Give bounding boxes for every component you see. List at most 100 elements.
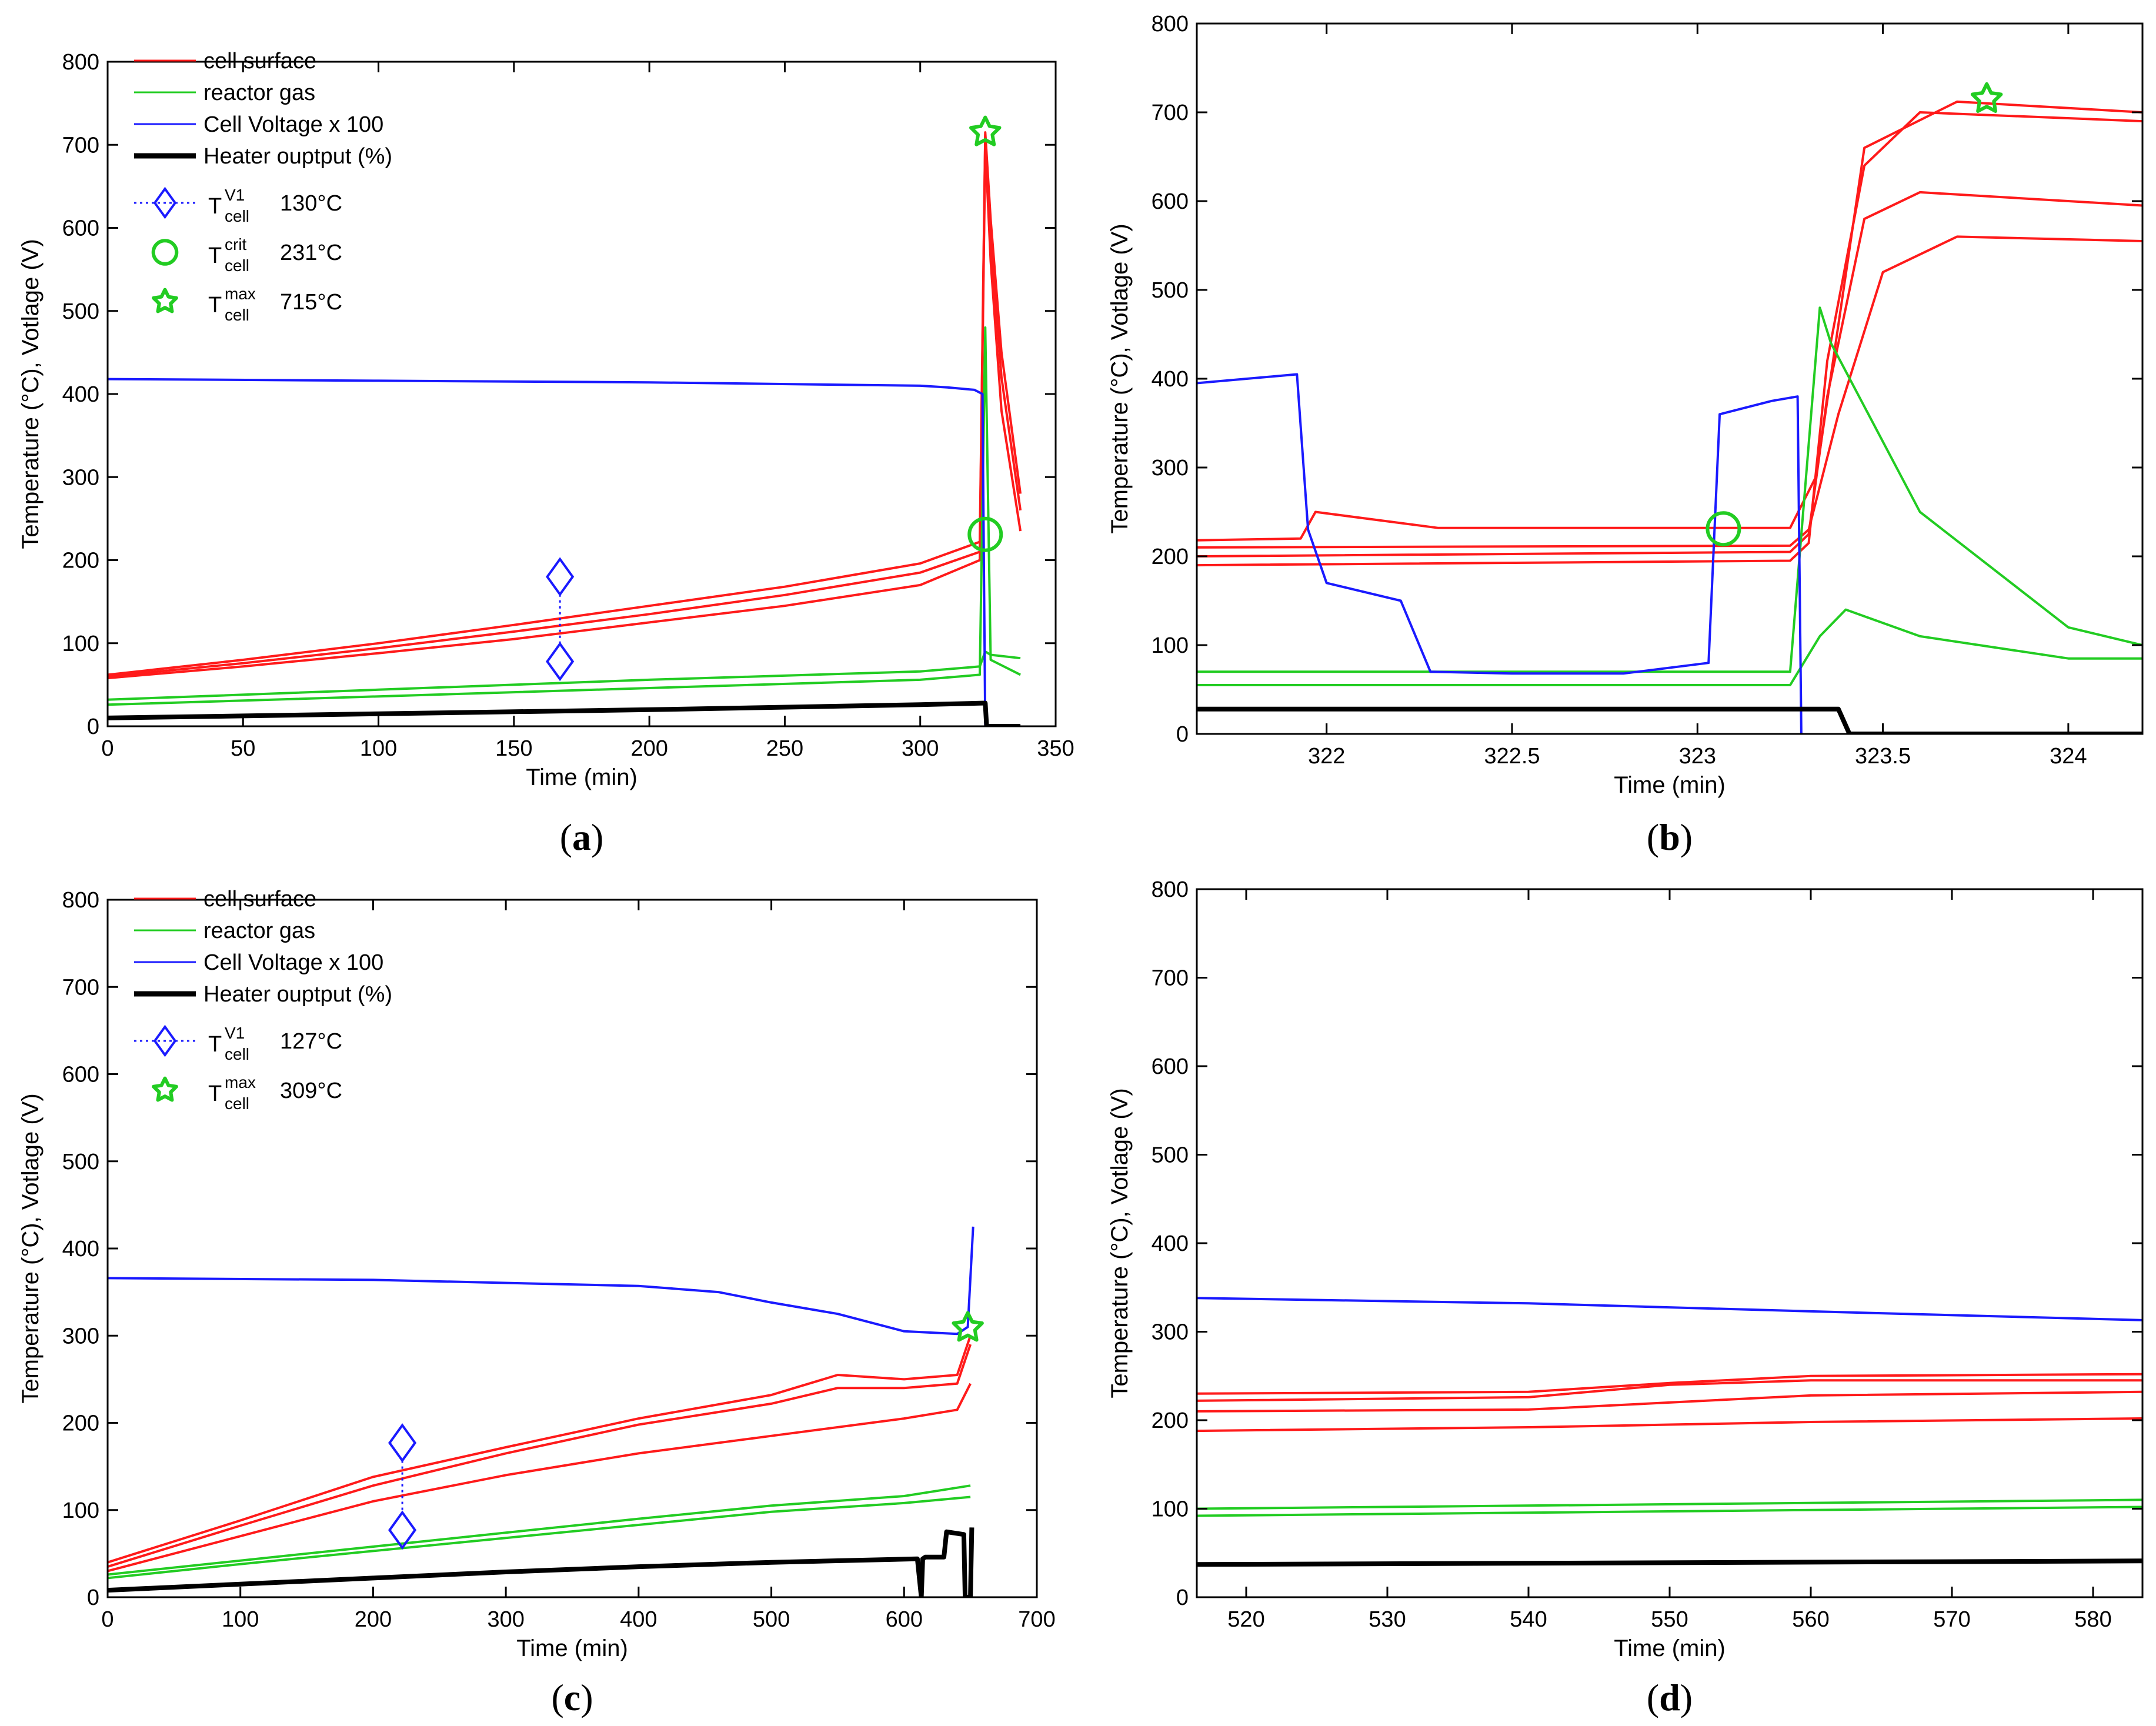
x-tick-label: 500 xyxy=(753,1607,790,1632)
series-line-5 xyxy=(108,650,1021,701)
y-tick-label: 300 xyxy=(1152,456,1189,480)
legend-label: T xyxy=(208,1032,222,1057)
series-line-2 xyxy=(108,133,1022,678)
y-tick-label: 400 xyxy=(62,1237,99,1261)
y-tick-label: 600 xyxy=(1152,1054,1189,1079)
legend-diamond-marker xyxy=(153,186,177,219)
panel-label: (b) xyxy=(1647,816,1693,858)
y-tick-label: 600 xyxy=(1152,189,1189,214)
legend-label: Heater ouptput (%) xyxy=(203,144,392,169)
x-axis-label: Time (min) xyxy=(516,1635,628,1661)
legend-label: Cell Voltage x 100 xyxy=(203,950,383,975)
x-tick-label: 0 xyxy=(101,1607,114,1632)
series-line-4 xyxy=(108,1495,971,1580)
y-tick-label: 0 xyxy=(1176,1585,1189,1610)
y-tick-label: 100 xyxy=(62,632,99,656)
y-tick-label: 500 xyxy=(1152,278,1189,303)
y-axis-label: Temperature (°C), Votlage (V) xyxy=(18,1093,44,1403)
y-tick-label: 200 xyxy=(1152,545,1189,569)
legend-label-sup: V1 xyxy=(225,186,245,204)
x-tick-label: 530 xyxy=(1369,1607,1406,1632)
y-tick-label: 300 xyxy=(1152,1320,1189,1345)
series-line-3 xyxy=(108,131,1022,676)
y-tick-label: 800 xyxy=(62,888,99,913)
y-tick-label: 100 xyxy=(1152,633,1189,658)
y-tick-label: 400 xyxy=(62,382,99,407)
series-line-4 xyxy=(1197,1373,2142,1395)
legend-circle-marker xyxy=(151,239,179,266)
y-tick-label: 700 xyxy=(62,975,99,1000)
series-line-2 xyxy=(108,1344,972,1568)
y-tick-label: 800 xyxy=(62,50,99,75)
y-tick-label: 300 xyxy=(62,1324,99,1348)
x-tick-label: 323.5 xyxy=(1855,744,1911,769)
legend-value: 231°C xyxy=(280,241,342,265)
x-tick-label: 300 xyxy=(902,736,939,761)
x-tick-label: 200 xyxy=(355,1607,392,1632)
x-tick-label: 324 xyxy=(2050,744,2087,769)
series-line-1 xyxy=(108,1383,972,1573)
legend-star-marker xyxy=(152,1076,178,1102)
panel-label: (a) xyxy=(560,816,604,858)
series-line-6 xyxy=(108,378,987,726)
legend-label: T xyxy=(208,243,222,268)
series-line-7 xyxy=(1197,1297,2142,1321)
series-line-4 xyxy=(1197,100,2142,542)
x-tick-label: 300 xyxy=(487,1607,524,1632)
legend-label-sub: cell xyxy=(225,1094,249,1113)
panel-b: 322 322.5 323 323.5 324 0 100 200 300 400 500 600 70… xyxy=(1107,12,2144,858)
legend-label: T xyxy=(208,194,222,219)
x-tick-label: 580 xyxy=(2074,1607,2111,1632)
x-axis-label: Time (min) xyxy=(1614,1635,1726,1661)
circle-marker xyxy=(967,516,1003,552)
star-marker xyxy=(969,115,1002,146)
legend-value: 130°C xyxy=(280,191,342,216)
y-tick-label: 800 xyxy=(1152,877,1189,902)
series-line-7 xyxy=(108,1527,974,1597)
star-marker xyxy=(1970,82,2003,113)
y-tick-label: 200 xyxy=(62,549,99,573)
series-line-2 xyxy=(1197,1390,2142,1413)
series-line-6 xyxy=(1197,608,2142,686)
panel-label: (c) xyxy=(551,1677,593,1718)
x-axis-label: Time (min) xyxy=(1614,772,1726,798)
series-line-7 xyxy=(1197,373,1803,734)
x-tick-label: 323 xyxy=(1679,744,1716,769)
series-group xyxy=(108,1226,984,1597)
x-tick-label: 0 xyxy=(101,736,114,761)
y-axis-label: Temperature (°C), Votlage (V) xyxy=(1107,1088,1133,1398)
panel-d: 520 530 540 550 560 570 580 0 100 200 300 400 500 600… xyxy=(1107,877,2144,1718)
y-tick-label: 700 xyxy=(1152,101,1189,125)
diamond-marker xyxy=(388,1510,417,1550)
y-axis-label: Temperature (°C), Votlage (V) xyxy=(1107,223,1133,533)
y-tick-label: 400 xyxy=(1152,367,1189,392)
series-line-6 xyxy=(108,1226,974,1336)
x-tick-label: 520 xyxy=(1227,1607,1264,1632)
legend-label-sup: crit xyxy=(225,235,247,253)
y-tick-label: 200 xyxy=(1152,1408,1189,1433)
y-tick-label: 0 xyxy=(87,1585,99,1610)
y-tick-label: 500 xyxy=(62,1150,99,1174)
series-group xyxy=(108,115,1022,726)
y-axis-label: Temperature (°C), Votlage (V) xyxy=(18,239,44,549)
series-line-6 xyxy=(1197,1498,2142,1510)
plot-area xyxy=(108,900,1037,1597)
series-line-3 xyxy=(1197,1379,2142,1402)
legend-label: reactor gas xyxy=(203,919,315,943)
legend-label: reactor gas xyxy=(203,81,315,105)
y-tick-label: 500 xyxy=(1152,1143,1189,1168)
panel-a: 0 50 100 150 200 250 300 350 0 100 200 300 400 500 600… xyxy=(18,49,1074,858)
plot-area xyxy=(1197,889,2142,1597)
diamond-marker xyxy=(546,642,575,682)
legend-label: Heater ouptput (%) xyxy=(203,982,392,1007)
panel-c: 0 100 200 300 400 500 600 700 0 100 200 300 400 500 60… xyxy=(18,887,1056,1718)
legend-label-sup: max xyxy=(225,1073,256,1091)
y-tick-label: 700 xyxy=(62,133,99,158)
panel-label: (d) xyxy=(1647,1677,1693,1718)
x-tick-label: 540 xyxy=(1510,1607,1547,1632)
y-tick-label: 200 xyxy=(62,1411,99,1436)
x-tick-label: 550 xyxy=(1651,1607,1688,1632)
x-tick-label: 600 xyxy=(886,1607,923,1632)
y-tick-label: 600 xyxy=(62,216,99,241)
